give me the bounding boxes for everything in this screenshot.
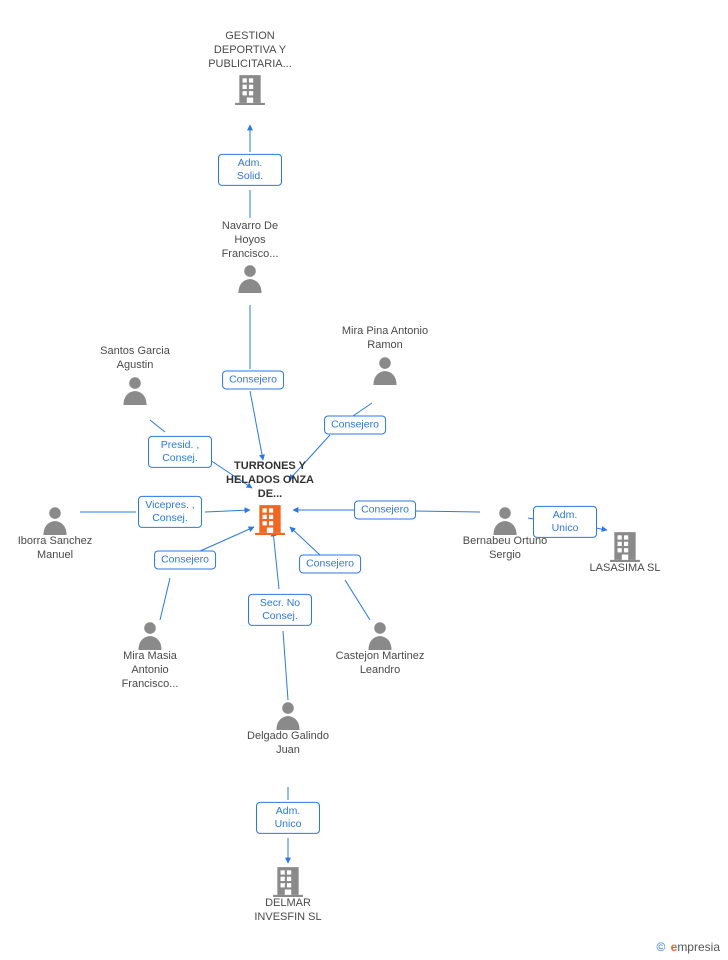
node-label: LASASIMA SL <box>580 562 670 576</box>
node-label: Bernabeu Ortuño Sergio <box>460 535 550 563</box>
edge-label: Consejero <box>299 554 361 573</box>
node-label: Castejon Martinez Leandro <box>335 650 425 678</box>
node-mirapina[interactable]: Mira Pina Antonio Ramon <box>340 325 430 385</box>
brand-rest: mpresia <box>677 940 720 954</box>
edge-label: Adm. Unico <box>256 802 320 834</box>
edge-label: Vicepres. , Consej. <box>138 496 202 528</box>
node-label: Santos Garcia Agustin <box>90 345 180 373</box>
node-navarro[interactable]: Navarro De Hoyos Francisco... <box>205 220 295 293</box>
node-delgado[interactable]: Delgado Galindo Juan <box>243 700 333 760</box>
node-label: Mira Masia Antonio Francisco... <box>105 650 195 691</box>
edges-layer <box>0 0 728 960</box>
edge-label: Secr. No Consej. <box>248 594 312 626</box>
edge-label: Consejero <box>354 500 416 519</box>
person-icon <box>340 355 430 385</box>
person-icon <box>105 620 195 650</box>
node-iborra[interactable]: Iborra Sanchez Manuel <box>10 505 100 565</box>
edge-label: Adm. Unico <box>533 506 597 538</box>
node-label: Iborra Sanchez Manuel <box>10 535 100 563</box>
person-icon <box>335 620 425 650</box>
person-icon <box>243 700 333 730</box>
building-icon <box>243 865 333 897</box>
building-highlight-icon <box>225 503 315 535</box>
node-label: Mira Pina Antonio Ramon <box>340 325 430 353</box>
node-label: GESTION DEPORTIVA Y PUBLICITARIA... <box>205 30 295 71</box>
node-label: TURRONES Y HELADOS ONZA DE... <box>225 460 315 501</box>
edge-label: Adm. Solid. <box>218 154 282 186</box>
node-santos[interactable]: Santos Garcia Agustin <box>90 345 180 405</box>
node-castejon[interactable]: Castejon Martinez Leandro <box>335 620 425 680</box>
person-icon <box>205 263 295 293</box>
building-icon <box>205 73 295 105</box>
node-label: Navarro De Hoyos Francisco... <box>205 220 295 261</box>
node-gestion[interactable]: GESTION DEPORTIVA Y PUBLICITARIA... <box>205 30 295 105</box>
person-icon <box>90 375 180 405</box>
node-miramasia[interactable]: Mira Masia Antonio Francisco... <box>105 620 195 693</box>
node-label: DELMAR INVESFIN SL <box>243 897 333 925</box>
copyright-symbol: © <box>656 940 665 954</box>
node-central[interactable]: TURRONES Y HELADOS ONZA DE... <box>225 460 315 535</box>
edge-label: Consejero <box>154 550 216 569</box>
footer-credit: © empresia <box>656 940 720 954</box>
edge-label: Presid. , Consej. <box>148 436 212 468</box>
diagram-canvas: GESTION DEPORTIVA Y PUBLICITARIA... Nava… <box>0 0 728 960</box>
person-icon <box>10 505 100 535</box>
edge-label: Consejero <box>324 415 386 434</box>
edge-label: Consejero <box>222 370 284 389</box>
node-label: Delgado Galindo Juan <box>243 730 333 758</box>
node-delmar[interactable]: DELMAR INVESFIN SL <box>243 865 333 927</box>
